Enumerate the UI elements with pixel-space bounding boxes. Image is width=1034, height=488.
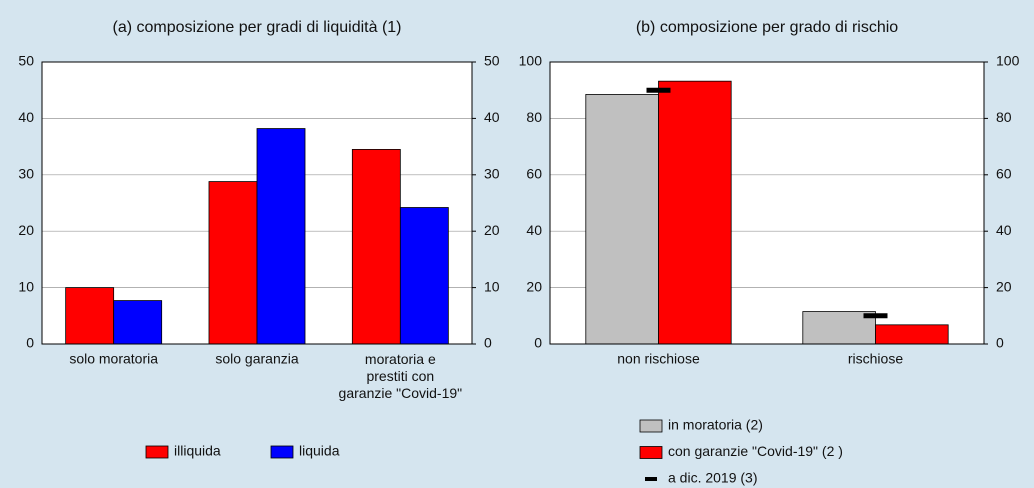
legend-label: in moratoria (2) [668, 417, 763, 433]
y-tick-label: 40 [18, 109, 34, 125]
chart-title: (b) composizione per grado di rischio [636, 19, 898, 36]
legend-label: liquida [299, 443, 340, 459]
legend-swatch [639, 446, 663, 459]
bar [65, 287, 115, 345]
y2-tick-label: 60 [996, 166, 1012, 182]
y-tick-label: 40 [526, 222, 542, 238]
x-tick-label: solo garanzia [215, 351, 298, 367]
y2-tick-label: 0 [996, 335, 1004, 351]
bar [351, 149, 401, 345]
y-tick-label: 80 [526, 109, 542, 125]
bar [875, 324, 949, 345]
legend-swatch [270, 445, 294, 459]
x-tick-label-line: moratoria e [365, 351, 436, 367]
y-tick-label: 20 [526, 278, 542, 294]
y-tick-label: 20 [18, 222, 34, 238]
y2-tick-label: 10 [484, 278, 500, 294]
plot-border [549, 61, 985, 345]
bar [256, 128, 306, 345]
y-tick-label: 60 [526, 166, 542, 182]
legend-swatch [639, 419, 663, 433]
y-tick-label: 30 [18, 166, 34, 182]
plot-border [41, 61, 473, 345]
y2-tick-label: 20 [484, 222, 500, 238]
y-tick-label: 50 [18, 53, 34, 69]
bar [399, 207, 449, 345]
y2-tick-label: 80 [996, 109, 1012, 125]
y-tick-label: 0 [26, 335, 34, 351]
legend-swatch [145, 445, 169, 459]
y-tick-label: 0 [534, 335, 542, 351]
y2-tick-label: 50 [484, 53, 500, 69]
bar [658, 80, 732, 345]
x-tick-label-line: garanzie "Covid-19" [339, 385, 463, 401]
y2-tick-label: 30 [484, 166, 500, 182]
x-tick-label: moratoria e prestiti con garanzie "Covid-1… [339, 351, 463, 401]
x-tick-label: non rischiose [617, 351, 700, 367]
y2-tick-label: 0 [484, 335, 492, 351]
y-tick-label: 10 [18, 278, 34, 294]
y2-tick-label: 40 [484, 109, 500, 125]
y2-tick-label: 100 [996, 53, 1020, 69]
bar [208, 181, 258, 345]
bar [113, 300, 163, 345]
x-tick-label: rischiose [848, 351, 903, 367]
chart-title: (a) composizione per gradi di liquidità … [112, 19, 401, 36]
legend-label: illiquida [174, 443, 221, 459]
y2-tick-label: 20 [996, 278, 1012, 294]
y-tick-label: 100 [519, 53, 543, 69]
y2-tick-label: 40 [996, 222, 1012, 238]
legend-label: con garanzie "Covid-19" (2 ) [668, 443, 843, 459]
x-tick-label-line: prestiti con [366, 368, 434, 384]
bar [585, 94, 659, 345]
legend-label: a dic. 2019 (3) [668, 470, 758, 486]
x-tick-label: solo moratoria [69, 351, 158, 367]
